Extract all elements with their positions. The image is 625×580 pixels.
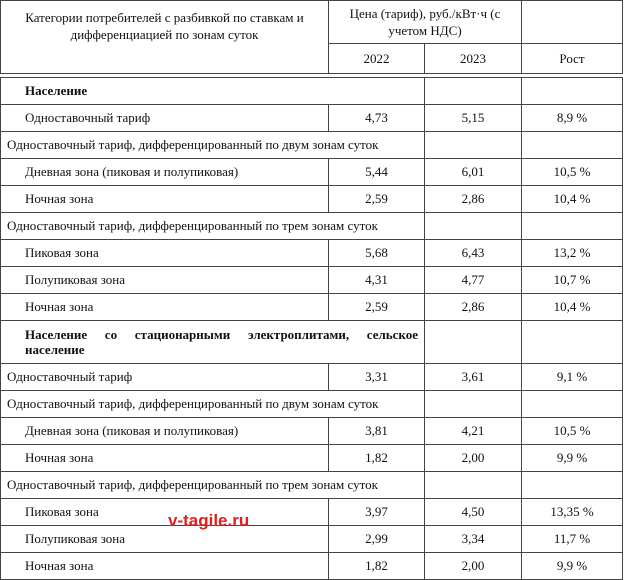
group-label: Одноставочный тариф, дифференцированный … (0, 212, 425, 240)
empty-cell (424, 131, 522, 159)
table-row: Ночная зона 2,59 2,86 10,4 % (0, 293, 623, 321)
value-2022: 2,99 (328, 525, 425, 553)
table-row: Одноставочный тариф, дифференцированный … (0, 212, 623, 240)
value-2023: 3,34 (424, 525, 522, 553)
value-2023: 2,00 (424, 444, 522, 472)
growth-value: 9,9 % (521, 552, 623, 580)
value-2023: 2,00 (424, 552, 522, 580)
table-row: Одноставочный тариф 4,73 5,15 8,9 % (0, 104, 623, 132)
value-2022: 5,68 (328, 239, 425, 267)
table-row: Ночная зона 1,82 2,00 9,9 % (0, 444, 623, 472)
value-2022: 3,97 (328, 498, 425, 526)
empty-cell (521, 212, 623, 240)
growth-value: 13,2 % (521, 239, 623, 267)
value-2022: 4,73 (328, 104, 425, 132)
group-label: Одноставочный тариф, дифференцированный … (0, 471, 425, 499)
table-row: Полупиковая зона 4,31 4,77 10,7 % (0, 266, 623, 294)
value-2022: 1,82 (328, 444, 425, 472)
growth-value: 9,1 % (521, 363, 623, 391)
growth-value: 10,4 % (521, 293, 623, 321)
row-label: Одноставочный тариф (0, 363, 329, 391)
value-2022: 2,59 (328, 293, 425, 321)
value-2023: 6,01 (424, 158, 522, 186)
section-heading: Население со стационарными электроплитам… (0, 320, 425, 364)
growth-value: 9,9 % (521, 444, 623, 472)
row-label: Одноставочный тариф (0, 104, 329, 132)
empty-cell (521, 77, 623, 105)
empty-cell (521, 131, 623, 159)
row-label: Ночная зона (0, 552, 329, 580)
tariff-table: Население Одноставочный тариф 4,73 5,15 8,9 … (0, 77, 623, 580)
header-year-2023: 2023 (423, 43, 523, 74)
value-2022: 5,44 (328, 158, 425, 186)
value-2023: 4,77 (424, 266, 522, 294)
tariff-table-header: Категории потребителей с разбивкой по ст… (0, 0, 624, 74)
growth-value: 10,4 % (521, 185, 623, 213)
row-label: Пиковая зона (0, 239, 329, 267)
header-year-2022: 2022 (328, 43, 425, 74)
growth-value: 10,5 % (521, 158, 623, 186)
value-2023: 6,43 (424, 239, 522, 267)
group-label: Одноставочный тариф, дифференцированный … (0, 390, 425, 418)
table-row: Ночная зона 2,59 2,86 10,4 % (0, 185, 623, 213)
empty-cell (424, 320, 522, 364)
value-2023: 4,50 (424, 498, 522, 526)
growth-value: 10,5 % (521, 417, 623, 445)
value-2022: 3,31 (328, 363, 425, 391)
value-2023: 3,61 (424, 363, 522, 391)
row-label: Ночная зона (0, 185, 329, 213)
value-2022: 1,82 (328, 552, 425, 580)
row-label: Дневная зона (пиковая и полупиковая) (0, 158, 329, 186)
row-label: Полупиковая зона (0, 266, 329, 294)
header-category: Категории потребителей с разбивкой по ст… (0, 0, 329, 74)
row-label: Пиковая зона (0, 498, 329, 526)
growth-value: 8,9 % (521, 104, 623, 132)
value-2023: 2,86 (424, 293, 522, 321)
value-2022: 3,81 (328, 417, 425, 445)
table-row: Полупиковая зона 2,99 3,34 11,7 % (0, 525, 623, 553)
empty-cell (424, 390, 522, 418)
value-2022: 4,31 (328, 266, 425, 294)
growth-value: 10,7 % (521, 266, 623, 294)
value-2023: 5,15 (424, 104, 522, 132)
table-row: Дневная зона (пиковая и полупиковая) 3,81… (0, 417, 623, 445)
empty-cell (424, 471, 522, 499)
header-growth: Рост (521, 43, 624, 74)
empty-cell (521, 320, 623, 364)
empty-cell (521, 390, 623, 418)
table-row: Одноставочный тариф, дифференцированный … (0, 471, 623, 499)
section-heading: Население (0, 77, 425, 105)
header-empty (521, 0, 624, 44)
table-row: Пиковая зона 5,68 6,43 13,2 % (0, 239, 623, 267)
value-2023: 4,21 (424, 417, 522, 445)
table-row: Одноставочный тариф, дифференцированный … (0, 390, 623, 418)
group-label: Одноставочный тариф, дифференцированный … (0, 131, 425, 159)
row-label: Ночная зона (0, 444, 329, 472)
table-row: Одноставочный тариф 3,31 3,61 9,1 % (0, 363, 623, 391)
header-price: Цена (тариф), руб./кВт·ч (с учетом НДС) (327, 0, 523, 44)
table-row: Население со стационарными электроплитам… (0, 320, 623, 364)
table-row: Ночная зона 1,82 2,00 9,9 % (0, 552, 623, 580)
table-row: Население (0, 77, 623, 105)
table-row: Дневная зона (пиковая и полупиковая) 5,44… (0, 158, 623, 186)
row-label: Ночная зона (0, 293, 329, 321)
table-row: Пиковая зона 3,97 4,50 13,35 % (0, 498, 623, 526)
value-2023: 2,86 (424, 185, 522, 213)
row-label: Полупиковая зона (0, 525, 329, 553)
value-2022: 2,59 (328, 185, 425, 213)
empty-cell (424, 212, 522, 240)
watermark: v-tagile.ru (168, 511, 250, 530)
empty-cell (521, 471, 623, 499)
row-label: Дневная зона (пиковая и полупиковая) (0, 417, 329, 445)
growth-value: 13,35 % (521, 498, 623, 526)
growth-value: 11,7 % (521, 525, 623, 553)
table-row: Одноставочный тариф, дифференцированный … (0, 131, 623, 159)
empty-cell (424, 77, 522, 105)
